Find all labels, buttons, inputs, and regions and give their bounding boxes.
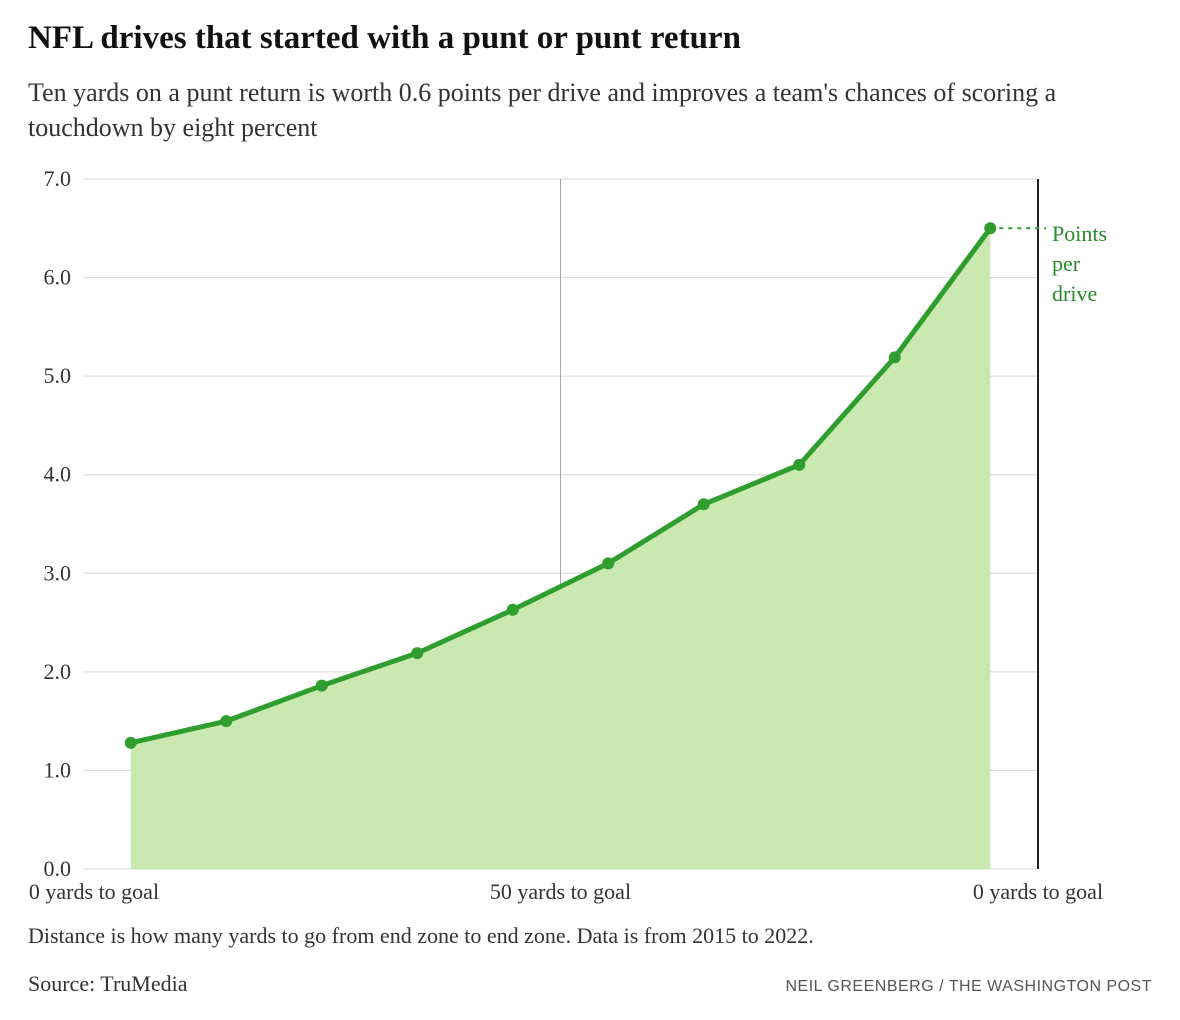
y-tick-label: 4.0 (44, 462, 72, 487)
x-tick-label: 50 yards to goal (490, 879, 631, 904)
annotation-label: drive (1052, 281, 1097, 306)
area-line-chart: 0.0 1.0 2.0 3.0 4.0 5.0 6.0 7.0 Points per drive 10… (28, 169, 1152, 909)
y-tick-label: 2.0 (44, 659, 72, 684)
annotation-label: per (1052, 251, 1081, 276)
chart-container: 0.0 1.0 2.0 3.0 4.0 5.0 6.0 7.0 Points per drive 10… (28, 169, 1152, 909)
data-point (602, 558, 614, 570)
data-point (316, 680, 328, 692)
y-tick-label: 7.0 (44, 169, 72, 191)
data-point (411, 647, 423, 659)
source-label: Source: TruMedia (28, 971, 188, 997)
y-tick-label: 1.0 (44, 758, 72, 783)
chart-title: NFL drives that started with a punt or p… (28, 20, 1152, 57)
y-tick-label: 5.0 (44, 363, 72, 388)
data-point (889, 352, 901, 364)
data-point (220, 715, 232, 727)
x-tick-label: 0 yards to goal (973, 879, 1103, 904)
chart-subtitle: Ten yards on a punt return is worth 0.6 … (28, 75, 1152, 145)
credit-label: NEIL GREENBERG / THE WASHINGTON POST (786, 978, 1153, 996)
y-tick-label: 3.0 (44, 560, 72, 585)
y-tick-label: 0.0 (44, 856, 72, 881)
data-point (698, 498, 710, 510)
x-tick-label: 100 yards to goal (28, 879, 159, 904)
data-point (793, 459, 805, 471)
chart-footnote: Distance is how many yards to go from en… (28, 923, 1152, 949)
footer-row: Source: TruMedia NEIL GREENBERG / THE WA… (28, 971, 1152, 997)
data-point (125, 737, 137, 749)
data-point (507, 604, 519, 616)
y-tick-label: 6.0 (44, 265, 72, 290)
annotation-label: Points (1052, 221, 1107, 246)
